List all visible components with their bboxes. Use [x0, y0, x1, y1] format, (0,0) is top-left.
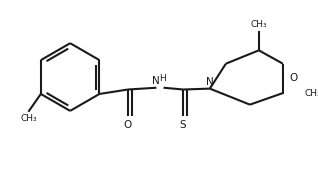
Text: O: O	[124, 120, 132, 130]
Text: S: S	[180, 120, 186, 130]
Text: CH₃: CH₃	[20, 114, 37, 123]
Text: H: H	[159, 74, 166, 83]
Text: CH₃: CH₃	[304, 89, 318, 98]
Text: O: O	[289, 73, 297, 83]
Text: N: N	[152, 76, 159, 86]
Text: CH₃: CH₃	[251, 20, 267, 29]
Text: N: N	[206, 77, 214, 87]
